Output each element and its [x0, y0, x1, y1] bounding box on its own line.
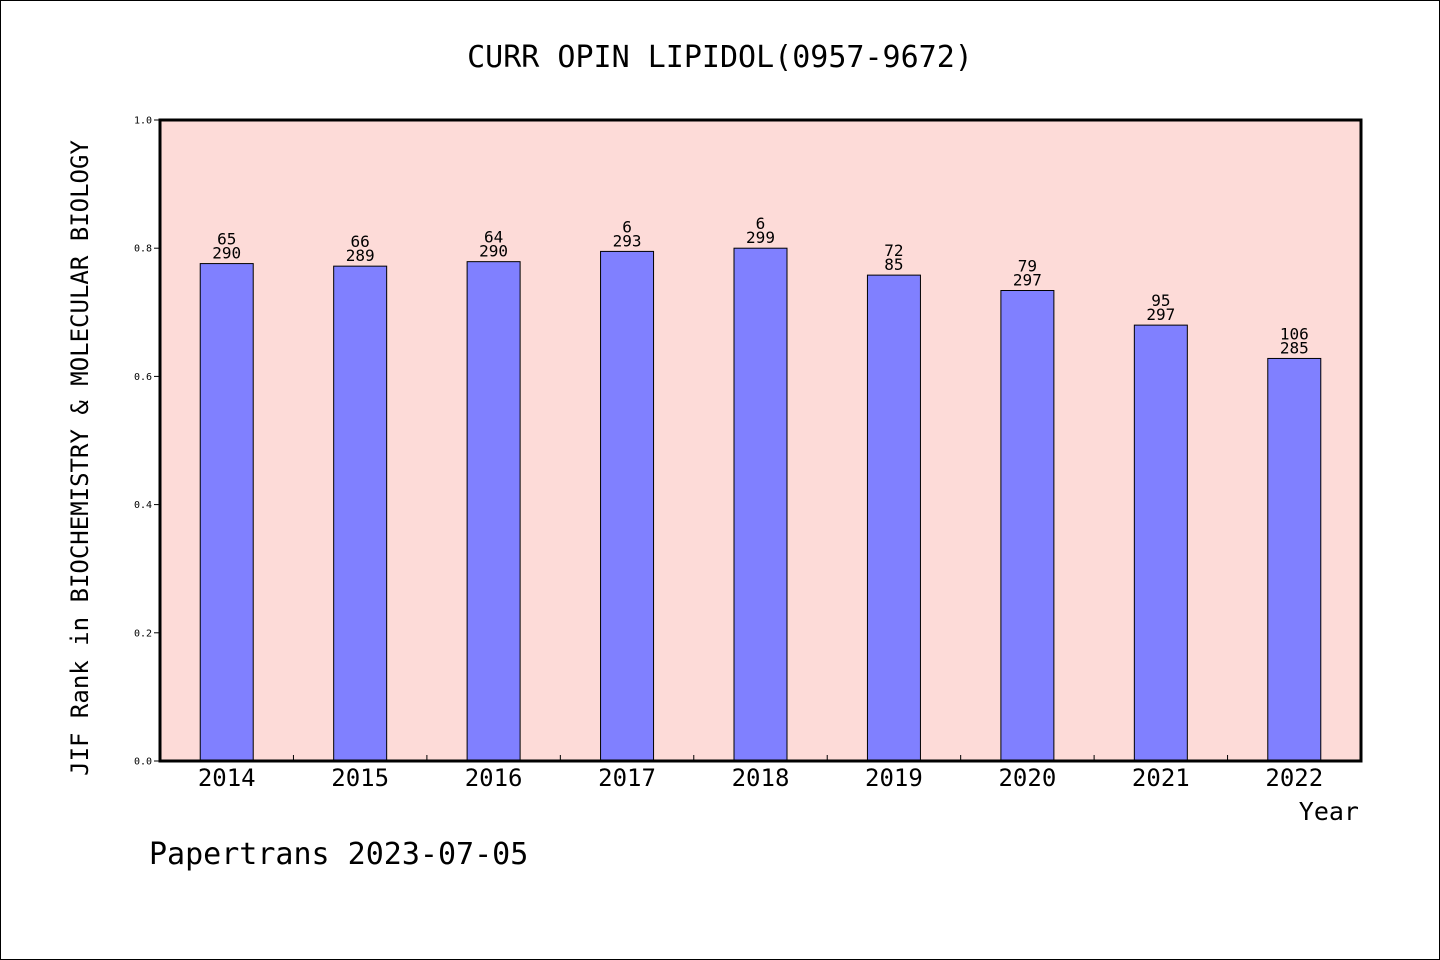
x-tick-label: 2015	[331, 764, 389, 792]
y-tick-label: 1.0	[134, 116, 152, 127]
bar-total-label: 293	[613, 231, 642, 250]
bar-rank-label: 106	[1280, 324, 1309, 343]
y-tick-label: 0.8	[134, 244, 152, 255]
bar-rank-label: 6	[622, 217, 632, 236]
x-tick-label: 2020	[998, 764, 1056, 792]
footer-credit: Papertrans 2023-07-05	[149, 837, 528, 872]
bar-total-label: 289	[346, 246, 375, 265]
x-tick-label: 2018	[732, 764, 790, 792]
bar-total-label: 297	[1146, 305, 1175, 324]
bar-rank-label: 95	[1151, 291, 1170, 310]
y-tick-label: 0.6	[134, 372, 152, 383]
plot-border	[158, 118, 1363, 763]
bar-2019	[866, 274, 921, 762]
bar-total-label: 285	[1280, 338, 1309, 357]
bar-2014	[199, 263, 254, 762]
x-axis-label: Year	[1299, 797, 1359, 826]
chart-title: CURR OPIN LIPIDOL(0957-9672)	[467, 40, 973, 75]
bar-rank-label: 65	[217, 230, 236, 249]
x-axis: 2014 2015 2016 2017 2018 2019 2020 2021 2022	[198, 755, 1323, 792]
bar-2018	[733, 247, 788, 762]
bar-2016	[466, 261, 521, 762]
y-tick-label: 0.0	[134, 757, 152, 768]
bar-total-label: 299	[746, 228, 775, 247]
y-tick-label: 0.2	[134, 628, 152, 639]
bar-2020	[1000, 290, 1055, 762]
x-tick-label: 2014	[198, 764, 256, 792]
bar-rank-label: 72	[884, 241, 903, 260]
bar-total-label: 290	[479, 242, 508, 261]
bar-total-label: 297	[1013, 271, 1042, 290]
x-tick-label: 2017	[598, 764, 656, 792]
x-tick-label: 2022	[1265, 764, 1323, 792]
bar-rank-label: 6	[756, 214, 766, 233]
bar-2015	[333, 265, 388, 762]
x-tick-label: 2021	[1132, 764, 1190, 792]
y-axis-label: JIF Rank in BIOCHEMISTRY & MOLECULAR BIO…	[66, 140, 94, 776]
bar-rank-label: 66	[351, 232, 370, 251]
bar-rank-label: 64	[484, 228, 503, 247]
bar-2022	[1267, 357, 1322, 762]
x-tick-label: 2016	[465, 764, 523, 792]
bars	[199, 247, 1322, 762]
x-tick-label: 2019	[865, 764, 923, 792]
bar-total-label: 290	[212, 244, 241, 263]
bar-2021	[1133, 324, 1188, 762]
bar-2017	[600, 250, 655, 762]
y-tick-label: 0.4	[134, 500, 152, 511]
bar-rank-label: 79	[1018, 257, 1037, 276]
bar-total-label: 85	[884, 255, 903, 274]
y-axis: 0.0 0.2 0.4 0.6 0.8 1.0	[134, 116, 160, 768]
